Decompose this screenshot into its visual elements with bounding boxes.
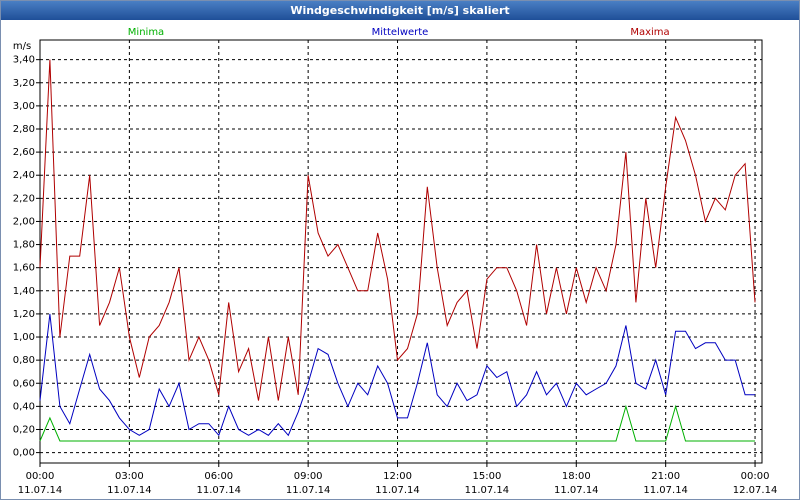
x-tick-label: 18:00 — [562, 471, 591, 482]
chart-title: Windgeschwindigkeit [m/s] skaliert — [290, 4, 509, 17]
legend-entry: Minima — [128, 27, 164, 38]
data-line — [39, 59, 756, 401]
x-tick-date: 12.07.14 — [733, 485, 778, 496]
x-tick-date: 11.07.14 — [554, 485, 599, 496]
x-tick-date: 11.07.14 — [465, 485, 510, 496]
y-tick-label: 1,20 — [13, 309, 35, 320]
y-tick-label: 1,80 — [13, 240, 35, 251]
y-axis-label: m/s — [13, 41, 31, 52]
y-tick-label: 3,00 — [13, 101, 35, 112]
x-tick-date: 11.07.14 — [18, 485, 63, 496]
y-tick-label: 2,80 — [13, 124, 35, 135]
y-tick-label: 2,60 — [13, 147, 35, 158]
y-tick-label: 3,20 — [13, 78, 35, 89]
x-tick-label: 03:00 — [115, 471, 144, 482]
x-tick-label: 21:00 — [651, 471, 680, 482]
x-tick-date: 11.07.14 — [107, 485, 152, 496]
x-tick-label: 06:00 — [204, 471, 233, 482]
x-tick-label: 09:00 — [294, 471, 323, 482]
x-tick-date: 11.07.14 — [196, 485, 241, 496]
x-tick-label: 00:00 — [741, 471, 770, 482]
x-tick-label: 15:00 — [472, 471, 501, 482]
y-tick-label: 0,20 — [13, 424, 35, 435]
title-bar — [1, 1, 799, 20]
y-tick-label: 1,60 — [13, 263, 35, 274]
y-tick-label: 3,40 — [13, 55, 35, 66]
x-tick-label: 00:00 — [26, 471, 55, 482]
legend-entry: Mittelwerte — [372, 27, 429, 38]
y-tick-label: 2,20 — [13, 193, 35, 204]
y-tick-label: 2,00 — [13, 216, 35, 227]
data-line — [39, 404, 755, 442]
x-tick-date: 11.07.14 — [286, 485, 331, 496]
y-tick-label: 1,40 — [13, 286, 35, 297]
y-tick-label: 2,40 — [13, 170, 35, 181]
y-tick-label: 1,00 — [13, 332, 35, 343]
y-tick-label: 0,00 — [13, 448, 35, 459]
x-tick-date: 11.07.14 — [643, 485, 688, 496]
plot-area — [39, 39, 763, 464]
x-tick-date: 11.07.14 — [375, 485, 420, 496]
y-tick-label: 0,80 — [13, 355, 35, 366]
y-tick-label: 0,60 — [13, 378, 35, 389]
x-tick-label: 12:00 — [383, 471, 412, 482]
legend-entry: Maxima — [630, 27, 669, 38]
data-line — [39, 313, 755, 437]
y-tick-label: 0,40 — [13, 401, 35, 412]
